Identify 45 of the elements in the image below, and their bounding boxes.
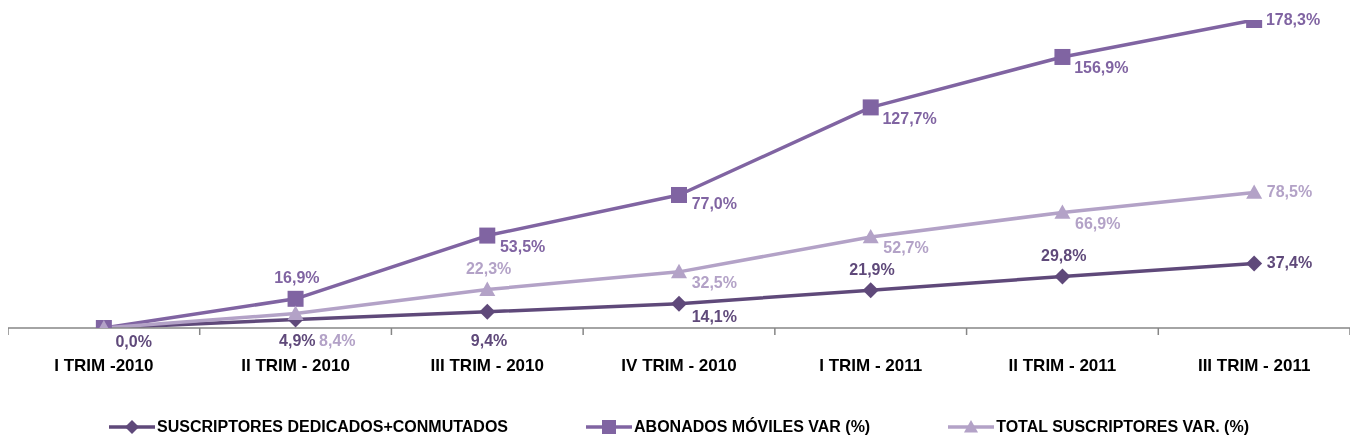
data-label: 14,1%: [691, 308, 738, 326]
point: [287, 305, 304, 320]
point: [1054, 204, 1071, 219]
data-label: 29,8%: [1041, 247, 1087, 265]
data-label: 8,4%: [319, 331, 356, 349]
data-label: 4,9%: [279, 332, 316, 350]
x-tick-label: III TRIM - 2010: [430, 355, 544, 375]
legend-label: SUSCRIPTORES DEDICADOS+CONMUTADOS: [157, 417, 509, 437]
data-label: 53,5%: [499, 238, 546, 256]
point: [479, 281, 496, 296]
legend-label: TOTAL SUSCRIPTORES VAR. (%): [996, 417, 1249, 437]
point: [287, 290, 304, 307]
data-label: 66,9%: [1075, 214, 1121, 232]
x-tick-label: II TRIM - 2010: [241, 355, 350, 375]
point: [671, 263, 687, 279]
data-label: 0,0%: [115, 332, 152, 350]
data-label: 77,0%: [691, 195, 738, 213]
legend-label: ABONADOS MÓVILES VAR (%): [634, 417, 871, 437]
data-label: 178,3%: [1265, 10, 1321, 28]
data-label: 52,7%: [883, 239, 929, 257]
point: [1054, 48, 1071, 65]
point: [671, 186, 687, 203]
data-label: 21,9%: [849, 260, 895, 278]
data-label: 37,4%: [1266, 253, 1313, 271]
point: [1246, 255, 1263, 272]
x-tick-label: I TRIM - 2011: [819, 355, 923, 375]
x-tick-label: III TRIM - 2011: [1197, 355, 1311, 375]
point: [862, 228, 879, 244]
x-tick-label: IV TRIM - 2010: [621, 355, 737, 375]
x-tick-label: II TRIM - 2011: [1008, 355, 1117, 375]
data-label: 9,4%: [470, 332, 508, 350]
data-label: 78,5%: [1266, 182, 1313, 200]
point: [479, 303, 496, 320]
data-label: 22,3%: [465, 259, 512, 277]
data-label: 156,9%: [1074, 59, 1129, 77]
data-label: 127,7%: [882, 109, 937, 127]
point: [1246, 184, 1263, 199]
point: [1054, 268, 1071, 285]
point: [671, 295, 687, 312]
point: [862, 282, 879, 299]
point: [862, 99, 879, 116]
data-label: 32,5%: [691, 274, 738, 292]
x-tick-label: I TRIM -2010: [54, 355, 154, 375]
data-label: 16,9%: [274, 269, 320, 287]
point: [479, 227, 496, 244]
